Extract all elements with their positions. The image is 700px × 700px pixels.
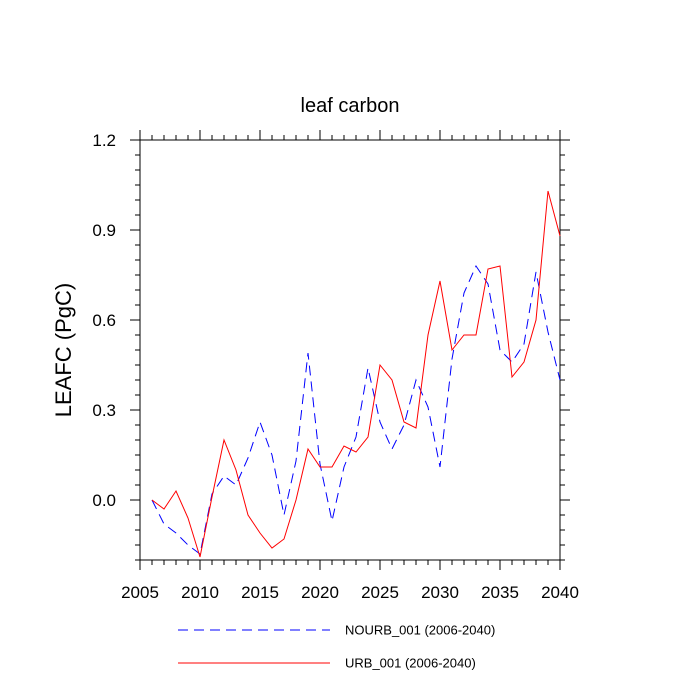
x-tick-label: 2040 bbox=[541, 583, 579, 602]
series-line-1 bbox=[151, 264, 561, 555]
legend-label-1: NOURB_001 (2006-2040) bbox=[345, 623, 495, 638]
x-tick-label: 2010 bbox=[181, 583, 219, 602]
y-tick-label: 0.3 bbox=[92, 401, 116, 420]
plot-area: 2005 2010 2015 2020 2025 2030 2035 2040 0.0 0.3 0.… bbox=[92, 130, 579, 602]
y-axis-label: LEAFC (PgC) bbox=[51, 283, 76, 417]
plot-frame bbox=[139, 139, 561, 561]
y-tick-label: 1.2 bbox=[92, 131, 116, 150]
x-tick-label: 2035 bbox=[481, 583, 519, 602]
legend-label-2: URB_001 (2006-2040) bbox=[345, 656, 476, 671]
x-tick-label: 2015 bbox=[241, 583, 279, 602]
chart-title: leaf carbon bbox=[301, 95, 400, 117]
x-tick-label: 2020 bbox=[301, 583, 339, 602]
x-tick-label: 2005 bbox=[121, 583, 159, 602]
y-tick-label: 0.6 bbox=[92, 311, 116, 330]
series-line-2 bbox=[151, 190, 561, 558]
x-tick-label: 2025 bbox=[361, 583, 399, 602]
y-tick-label: 0.9 bbox=[92, 221, 116, 240]
legend: NOURB_001 (2006-2040) URB_001 (2006-2040) bbox=[178, 623, 495, 671]
x-tick-label: 2030 bbox=[421, 583, 459, 602]
y-tick-label: 0.0 bbox=[92, 491, 116, 510]
